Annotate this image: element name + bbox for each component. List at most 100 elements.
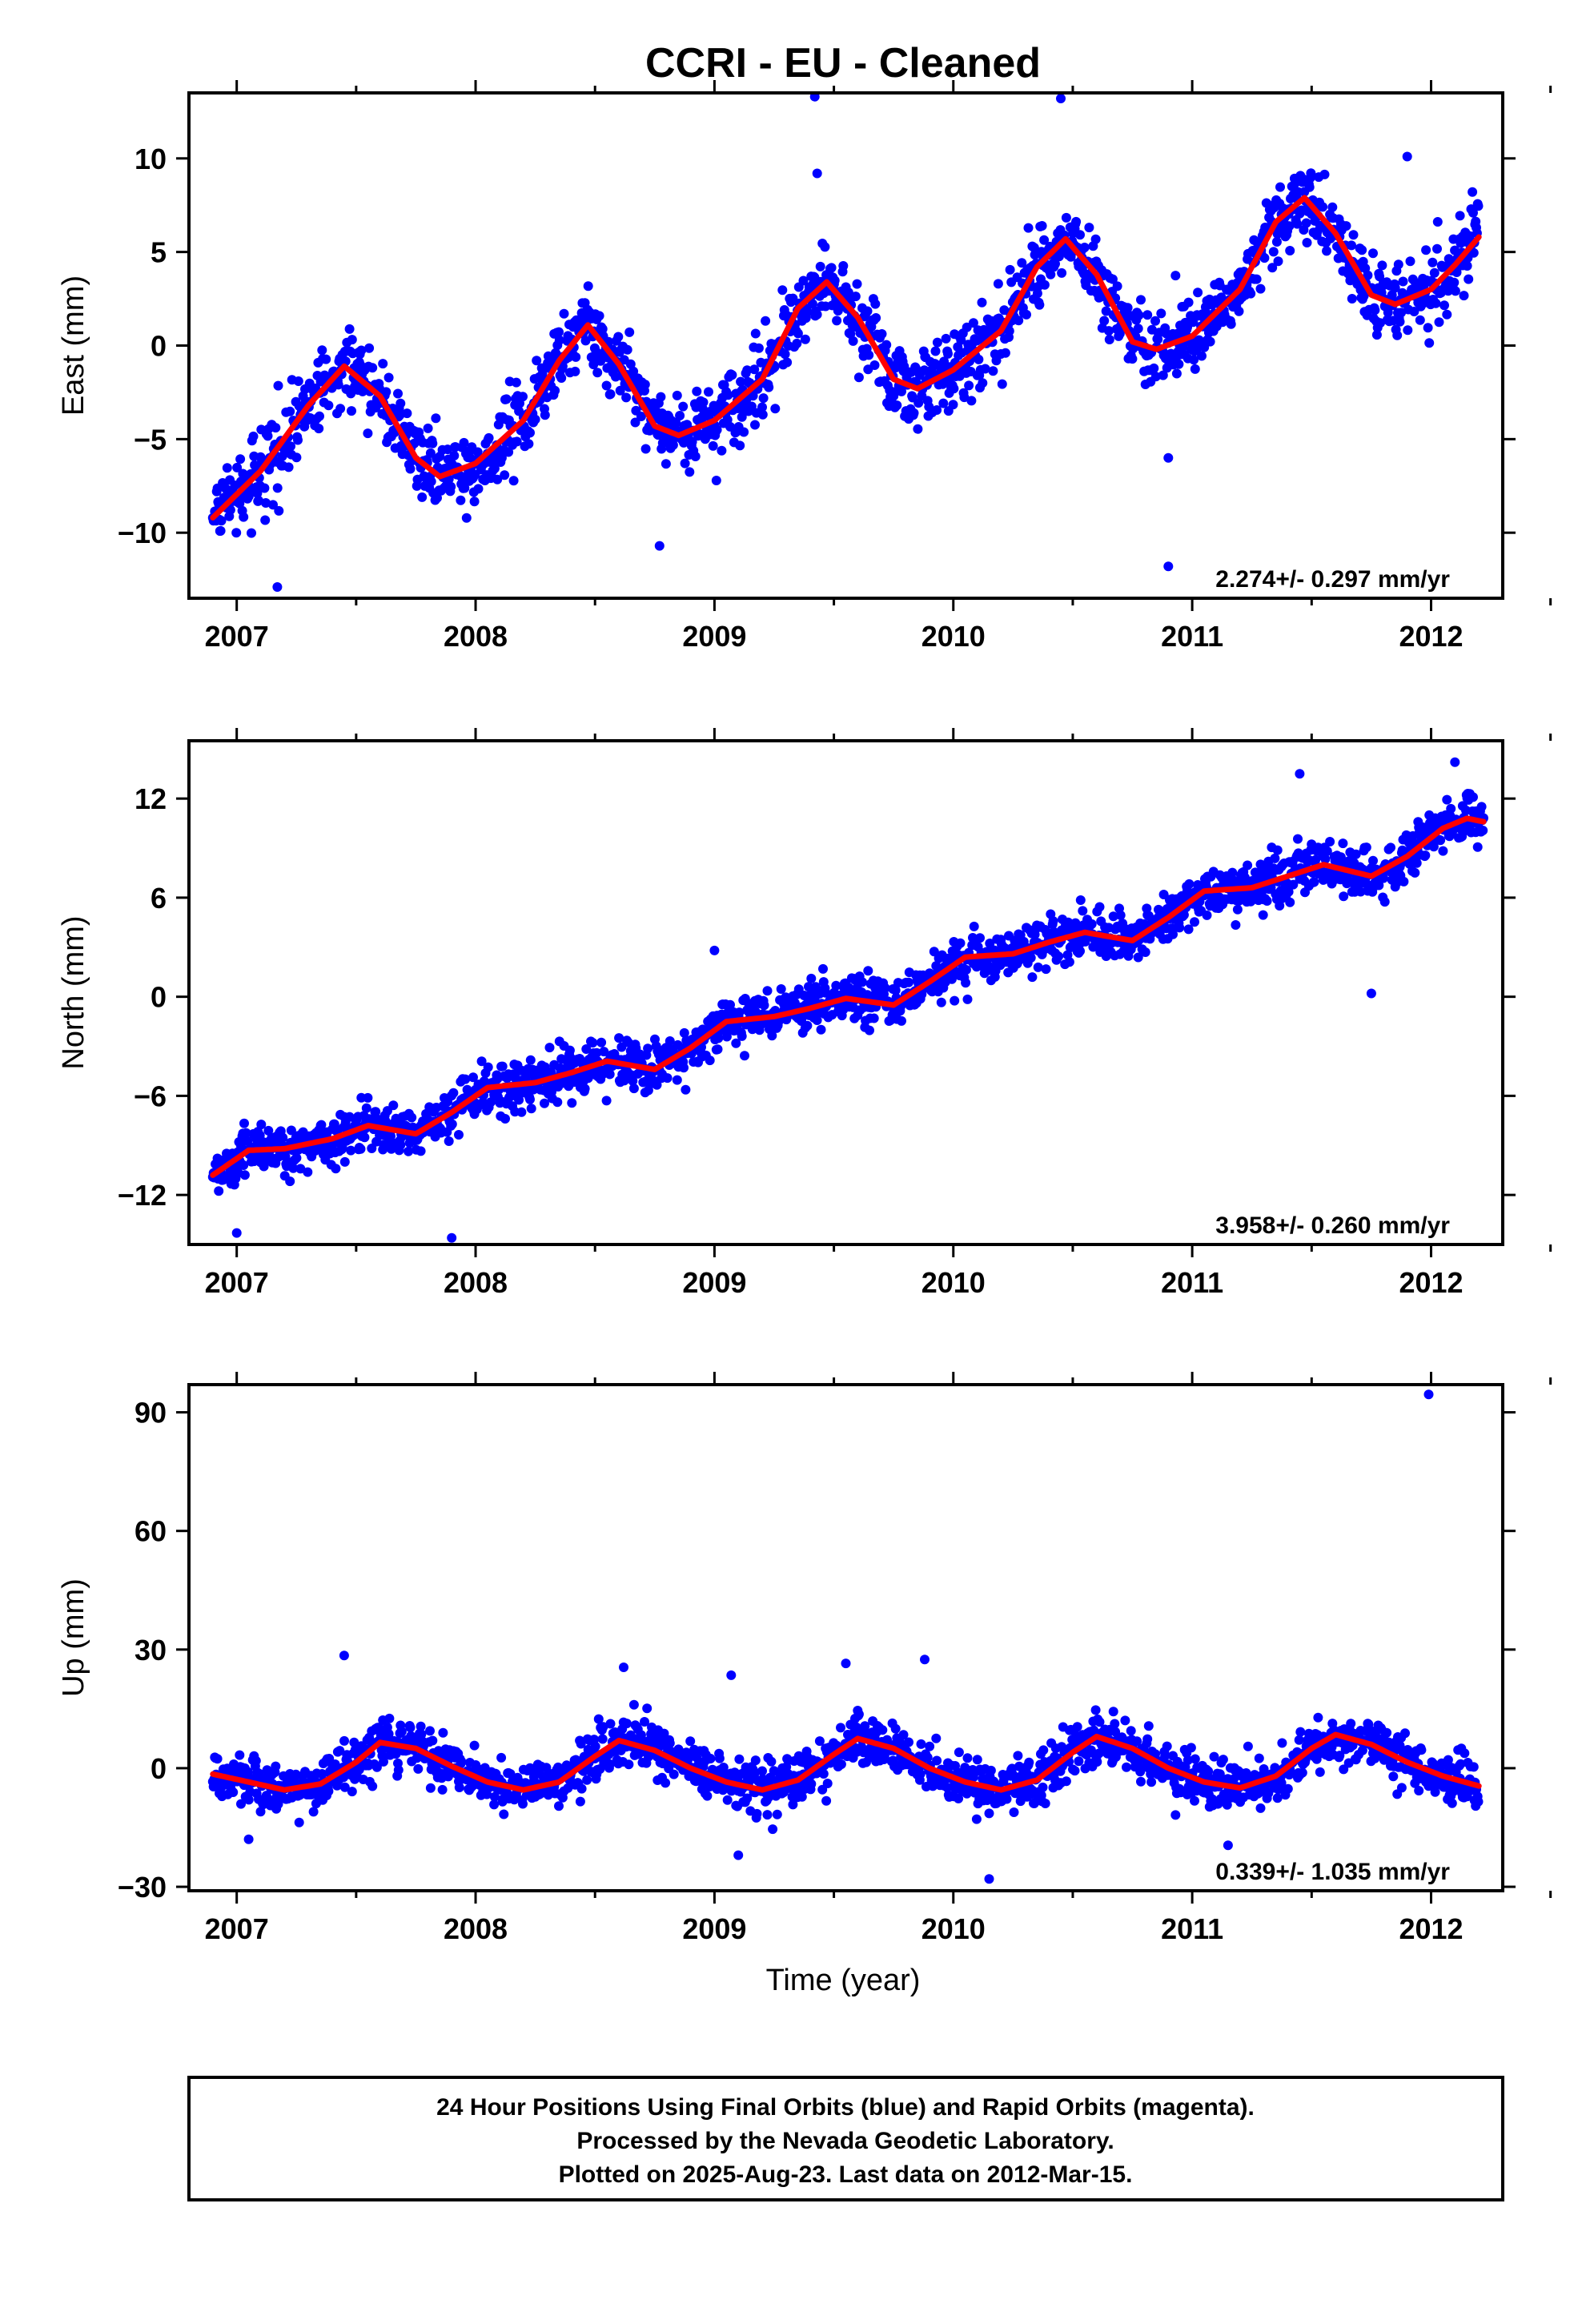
data-point [1259,253,1270,263]
data-point [425,1783,436,1793]
data-point [685,1736,696,1747]
data-point [1392,330,1403,340]
data-point [764,382,774,392]
data-point [252,489,263,498]
data-point [526,1104,536,1114]
data-point [604,1759,615,1769]
data-point [816,1024,826,1035]
data-point [1258,910,1268,920]
data-point [636,1730,646,1740]
data-point [1393,259,1403,270]
data-point [1050,259,1060,269]
data-point [1270,853,1280,863]
data-point [580,1084,590,1094]
data-point [640,380,650,390]
data-point [621,1719,632,1729]
data-point [941,333,951,344]
data-point [853,1709,864,1719]
data-point [916,1739,926,1749]
data-point [1038,1782,1048,1792]
data-point [938,398,949,408]
data-point [1189,355,1199,365]
data-point [552,1097,563,1108]
data-point [954,1793,964,1803]
data-point [1377,260,1387,271]
data-point [1434,317,1444,328]
data-point [1386,842,1395,853]
data-point [346,388,356,399]
data-point [239,1170,250,1180]
data-point [460,1074,471,1084]
x-tick-label: 2007 [205,620,269,653]
data-point [898,1730,909,1740]
data-point [742,365,753,376]
data-point [1171,368,1182,379]
data-point [1110,1727,1121,1737]
data-point [857,977,867,987]
data-point [443,444,453,455]
data-point [922,1752,933,1763]
data-point [321,354,331,364]
data-point [890,985,901,995]
data-point [413,1763,424,1774]
data-point [371,1762,382,1772]
x-tick-label: 2012 [1399,1266,1463,1299]
data-point [597,324,608,334]
data-point [968,318,978,328]
data-point [1251,274,1262,284]
data-point [909,408,919,418]
data-point [1112,281,1122,292]
data-point [1104,335,1114,344]
data-point [423,423,433,433]
y-tick-label: 6 [151,882,167,915]
data-point [1178,910,1189,920]
data-point [1399,876,1409,887]
data-point [665,1738,675,1748]
data-point [1039,235,1050,245]
data-point [630,417,640,428]
data-point [659,1728,669,1739]
data-point [1371,330,1382,340]
x-tick-label: 2010 [921,1266,986,1299]
data-point [570,366,580,376]
data-point [1086,1745,1096,1755]
data-point [807,299,817,309]
data-point [925,1741,935,1751]
data-point [978,378,988,388]
data-point [1357,245,1367,255]
data-point [580,336,591,346]
data-point [239,1160,249,1170]
model-fit-line [210,195,1482,521]
data-point [946,974,957,984]
data-point [525,1094,535,1104]
data-point [1024,1757,1034,1767]
data-point [1429,267,1439,278]
data-point [880,983,890,993]
data-point [964,380,974,391]
data-point [1288,879,1299,890]
data-point [1271,237,1282,247]
data-point [367,1781,378,1791]
data-point [416,1146,426,1156]
data-point [1293,834,1303,844]
data-point [1041,964,1051,975]
data-point [598,1722,608,1732]
data-point [255,1807,266,1817]
data-point [1168,929,1178,939]
data-point [1432,243,1442,254]
data-point [285,1176,295,1187]
data-point [1126,1726,1136,1736]
data-point [286,1125,296,1136]
data-point [592,368,603,378]
data-point [1452,267,1462,277]
data-point [1410,867,1420,878]
data-point [1446,803,1456,814]
data-point [303,1167,313,1177]
data-point [615,385,625,396]
data-point [1255,283,1266,294]
data-point [757,402,767,412]
data-point [731,1038,741,1048]
data-point [428,438,438,448]
data-point [605,389,616,400]
data-point [243,1795,254,1805]
